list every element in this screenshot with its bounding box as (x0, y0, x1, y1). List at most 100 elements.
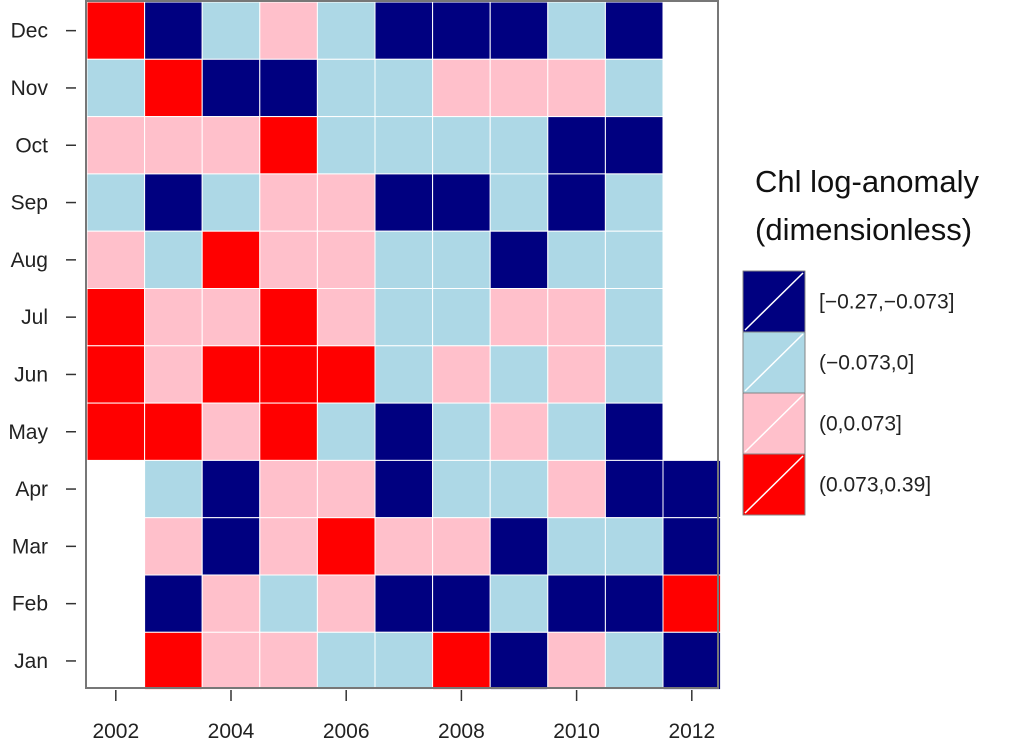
heatmap-cell-dec-2003 (144, 1, 203, 60)
x-tick-label-2010: 2010 (553, 720, 600, 743)
heatmap-cell-jul-2004 (201, 288, 261, 347)
heatmap-cell-oct-2007 (374, 116, 434, 175)
heatmap-cell-jul-2011 (604, 288, 664, 347)
heatmap-cell-may-2005 (259, 402, 318, 461)
legend-swatch-diagonal-2 (744, 333, 804, 392)
heatmap-cell-jan-2004 (201, 631, 261, 691)
y-tick-label-sep: Sep (11, 192, 48, 215)
heatmap-cell-may-2002 (86, 402, 146, 461)
heatmap-cell-mar-2006 (316, 517, 376, 576)
heatmap-cell-aug-2006 (316, 230, 376, 289)
heatmap-cell-jul-2009 (489, 288, 549, 347)
heatmap-cell-sep-2002 (86, 173, 146, 232)
heatmap-cell-sep-2005 (259, 173, 318, 232)
heatmap-cell-apr-2012 (662, 459, 722, 519)
heatmap-cell-jul-2002 (86, 288, 146, 347)
heatmap-cell-mar-2005 (259, 517, 318, 576)
heatmap-cell-apr-2004 (201, 459, 261, 519)
heatmap-cell-may-2010 (547, 402, 606, 461)
heatmap-cell-feb-2005 (259, 574, 318, 633)
heatmap-cell-nov-2011 (604, 58, 664, 118)
heatmap-cell-dec-2007 (374, 1, 434, 60)
y-tick-label-apr: Apr (15, 478, 48, 501)
heatmap-cell-oct-2009 (489, 116, 549, 175)
heatmap-cell-jan-2005 (259, 631, 318, 691)
heatmap-cell-jul-2007 (374, 288, 434, 347)
heatmap-cell-nov-2007 (374, 58, 434, 118)
plot-frame (85, 0, 719, 689)
heatmap-cell-jan-2012 (662, 631, 722, 691)
heatmap-cell-mar-2011 (604, 517, 664, 576)
heatmap-cell-feb-2006 (316, 574, 376, 633)
heatmap-cell-dec-2009 (489, 1, 549, 60)
heatmap-cell-dec-2002 (86, 1, 146, 60)
heatmap-cell-jun-2007 (374, 345, 434, 404)
heatmap-cell-jun-2006 (316, 345, 376, 404)
legend-label-3: (0,0.073] (819, 413, 902, 436)
heatmap-cell-jan-2010 (547, 631, 606, 691)
heatmap-cell-jan-2006 (316, 631, 376, 691)
heatmap-cell-jun-2002 (86, 345, 146, 404)
heatmap-cell-sep-2008 (432, 173, 491, 232)
y-tick-label-feb: Feb (12, 593, 48, 616)
heatmap-cell-oct-2011 (604, 116, 664, 175)
legend: Chl log-anomaly (dimensionless) [−0.27,−… (742, 164, 979, 516)
heatmap-cell-sep-2007 (374, 173, 434, 232)
heatmap-cell-feb-2008 (432, 574, 491, 633)
y-tick-label-jun: Jun (14, 363, 48, 386)
heatmap-cell-mar-2009 (489, 517, 549, 576)
heatmap-cell-feb-2009 (489, 574, 549, 633)
heatmap-cell-nov-2009 (489, 58, 549, 118)
legend-swatch-diagonal-3 (744, 394, 804, 453)
y-tick-label-jul: Jul (21, 306, 48, 329)
heatmap-cell-aug-2007 (374, 230, 434, 289)
heatmap-cell-apr-2006 (316, 459, 376, 519)
heatmap-cell-mar-2010 (547, 517, 606, 576)
heatmap-cell-sep-2009 (489, 173, 549, 232)
heatmap-cell-oct-2005 (259, 116, 318, 175)
y-tick-label-may: May (8, 421, 48, 444)
heatmap-cell-dec-2010 (547, 1, 606, 60)
heatmap-cell-jun-2008 (432, 345, 491, 404)
x-tick-label-2002: 2002 (92, 720, 139, 743)
heatmap-cell-jan-2008 (432, 631, 491, 691)
heatmap-cell-feb-2010 (547, 574, 606, 633)
heatmap-cell-oct-2010 (547, 116, 606, 175)
heatmap-cell-aug-2004 (201, 230, 261, 289)
heatmap-cell-nov-2010 (547, 58, 606, 118)
heatmap-cell-mar-2012 (662, 517, 722, 576)
legend-title-line-1: Chl log-anomaly (755, 164, 979, 199)
heatmap-cell-feb-2012 (662, 574, 722, 633)
heatmap-cell-aug-2003 (144, 230, 203, 289)
heatmap-cell-mar-2008 (432, 517, 491, 576)
heatmap-cell-oct-2008 (432, 116, 491, 175)
heatmap-cell-may-2006 (316, 402, 376, 461)
heatmap-cell-nov-2006 (316, 58, 376, 118)
heatmap-cell-apr-2005 (259, 459, 318, 519)
heatmap-cell-aug-2009 (489, 230, 549, 289)
heatmap-cell-aug-2005 (259, 230, 318, 289)
heatmap-cell-may-2004 (201, 402, 261, 461)
heatmap-cell-jun-2005 (259, 345, 318, 404)
heatmap-cell-jun-2003 (144, 345, 203, 404)
y-tick-label-dec: Dec (11, 20, 48, 43)
heatmap-cell-jan-2009 (489, 631, 549, 691)
legend-label-2: (−0.073,0] (819, 352, 914, 375)
heatmap-cell-may-2009 (489, 402, 549, 461)
heatmap-cell-apr-2009 (489, 459, 549, 519)
heatmap-cell-oct-2004 (201, 116, 261, 175)
heatmap-cell-nov-2008 (432, 58, 491, 118)
heatmap-cell-jun-2009 (489, 345, 549, 404)
heatmap-cell-jan-2007 (374, 631, 434, 691)
heatmap-cell-feb-2007 (374, 574, 434, 633)
heatmap-cell-jul-2006 (316, 288, 376, 347)
heatmap-cell-aug-2011 (604, 230, 664, 289)
y-axis: Dec Nov Oct Sep Aug Jul Jun May Apr Mar Feb Jan (8, 20, 76, 673)
heatmap-cell-jan-2011 (604, 631, 664, 691)
legend-swatch-diagonal-4 (744, 455, 804, 514)
heatmap-cell-feb-2004 (201, 574, 261, 633)
heatmap-cell-sep-2003 (144, 173, 203, 232)
heatmap-cell-mar-2003 (144, 517, 203, 576)
heatmap-cell-may-2003 (144, 402, 203, 461)
heatmap-cell-oct-2003 (144, 116, 203, 175)
